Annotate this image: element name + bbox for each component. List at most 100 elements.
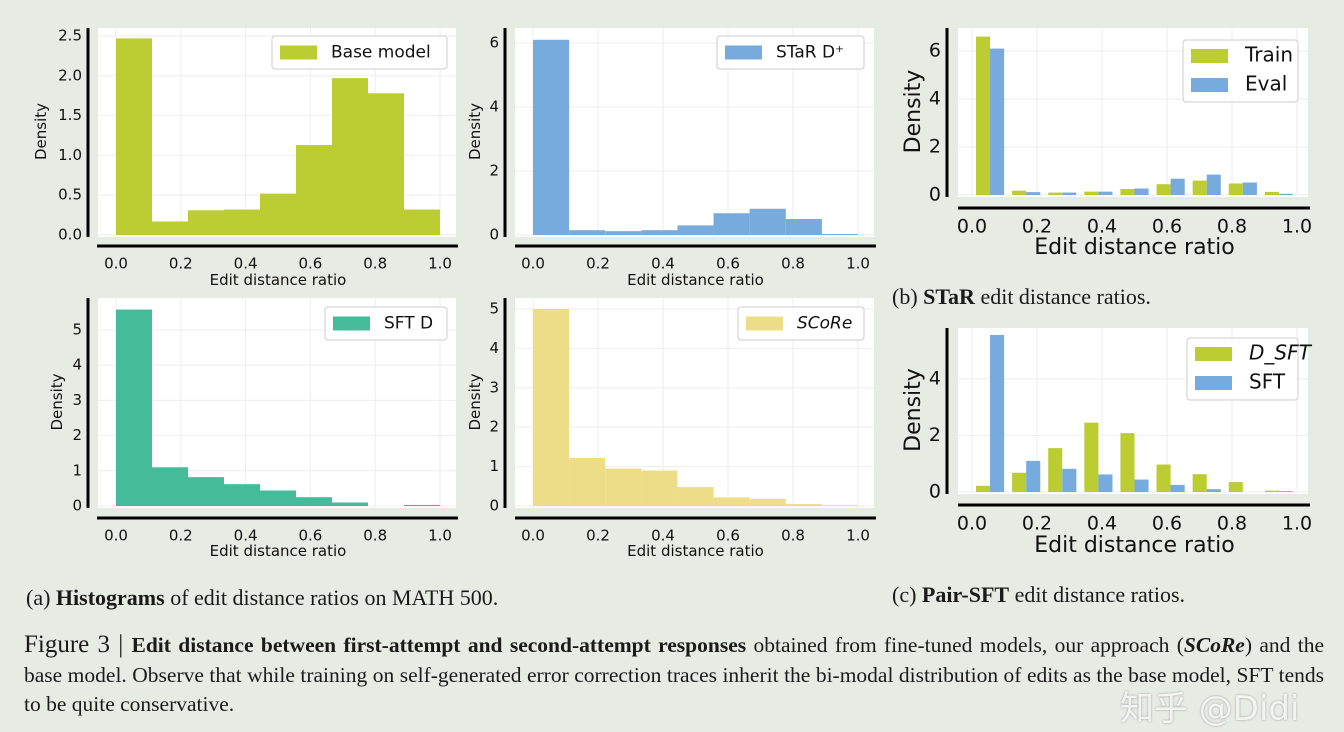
histogram-bar [1156, 184, 1171, 195]
x-tick-label: 0.2 [586, 527, 610, 545]
y-tick-label: 0 [929, 184, 941, 206]
histogram-bar [1264, 490, 1279, 492]
legend-swatch [280, 45, 317, 60]
histogram-bar [821, 505, 858, 506]
histogram-bar [569, 457, 606, 506]
y-tick-label: 2 [489, 162, 499, 180]
histogram-bar [1170, 484, 1185, 492]
y-tick-label: 0.0 [58, 226, 82, 244]
histogram-bar [677, 225, 714, 235]
subcaption-c-label: (c) [892, 582, 917, 607]
legend-label: Eval [1245, 72, 1287, 96]
histogram-bar [1134, 479, 1149, 492]
histogram-bar [188, 210, 224, 235]
histogram-bar [404, 209, 440, 235]
histogram-bar [1098, 474, 1113, 492]
x-tick-label: 1.0 [1282, 513, 1312, 535]
histogram-bar [296, 145, 332, 235]
legend-label: D_SFT [1249, 341, 1313, 365]
histogram-bar [785, 219, 822, 235]
legend: Train Eval [1182, 39, 1299, 103]
x-tick-label: 0.6 [1152, 216, 1182, 238]
x-tick-label: 0.8 [363, 527, 387, 545]
histogram-bar [116, 309, 152, 506]
histogram-bar [569, 230, 606, 235]
histogram-bar [296, 497, 332, 506]
histogram-bar [1156, 464, 1171, 492]
y-tick-label: 1 [72, 461, 82, 479]
y-tick-label: 4 [72, 356, 82, 374]
x-tick-label: 0.4 [1087, 513, 1117, 535]
histogram-bar [749, 208, 786, 235]
histogram-bar [1264, 191, 1279, 195]
y-tick-label: 4 [929, 88, 941, 110]
histogram-bar [1062, 192, 1077, 195]
subcaption-b: (b) STaR edit distance ratios. [892, 284, 1151, 310]
legend-label: Base model [331, 43, 431, 63]
histogram-bar [1192, 474, 1207, 492]
histogram-bar [1048, 192, 1063, 195]
legend: D_SFT SFT [1186, 337, 1313, 401]
x-tick-label: 1.0 [846, 255, 870, 273]
subcaption-a-label: (a) [26, 585, 51, 610]
chart-a4: 0.0 0.2 0.4 0.6 0.8 1.0 0 1 2 3 4 5 Edit distance ra… [466, 298, 876, 560]
histogram-bar [533, 309, 570, 506]
x-tick-label: 0.4 [1087, 216, 1117, 238]
y-axis-label: Density [901, 70, 926, 154]
histogram-bar [605, 468, 642, 506]
x-axis-label: Edit distance ratio [627, 271, 764, 289]
y-axis-label: Density [901, 368, 926, 452]
histogram-bar [1098, 191, 1113, 195]
histogram-bar [713, 497, 750, 506]
legend-swatch [1195, 376, 1232, 390]
x-tick-label: 0.2 [169, 255, 193, 273]
subcaption-c-text: edit distance ratios. [1009, 582, 1186, 607]
x-tick-label: 0.2 [169, 527, 193, 545]
subcaption-b-text: edit distance ratios. [974, 284, 1151, 309]
histogram-bar [990, 48, 1005, 195]
x-tick-label: 0.0 [521, 527, 545, 545]
x-tick-label: 0.6 [716, 527, 740, 545]
histogram-bar [1120, 433, 1135, 492]
figure-number: Figure 3 | [24, 631, 132, 658]
x-tick-label: 0.4 [651, 255, 675, 273]
histogram-bar [533, 39, 570, 235]
x-tick-label: 0.2 [586, 255, 610, 273]
histogram-bar [975, 36, 991, 195]
subcaption-c-bold: Pair-SFT [921, 582, 1010, 607]
x-axis-label: Edit distance ratio [210, 271, 347, 289]
histogram-bar [152, 467, 188, 506]
x-tick-label: 0.8 [781, 255, 805, 273]
y-tick-label: 4 [929, 367, 941, 389]
histogram-bar [1026, 192, 1041, 195]
x-tick-label: 0.0 [957, 216, 987, 238]
subcaption-b-label: (b) [892, 284, 918, 309]
histogram-bar [1228, 183, 1243, 195]
y-tick-label: 2 [72, 426, 82, 444]
legend-box [271, 35, 448, 70]
histogram-bar [224, 209, 260, 235]
x-tick-label: 1.0 [846, 527, 870, 545]
y-tick-label: 0 [489, 226, 499, 244]
x-tick-label: 0.8 [1217, 216, 1247, 238]
histogram-bar [260, 490, 296, 506]
y-tick-label: 6 [489, 34, 499, 52]
legend-box [737, 306, 865, 341]
legend-label: SFT D [384, 314, 433, 334]
y-tick-label: 1.0 [58, 146, 82, 164]
histogram-bar [1026, 460, 1041, 492]
legend-swatch [725, 45, 762, 60]
histogram-bar [1120, 189, 1135, 195]
histogram-bar [1206, 489, 1221, 492]
y-tick-label: 0 [929, 481, 941, 503]
histogram-bar [332, 78, 368, 235]
y-tick-label: 0.5 [58, 186, 82, 204]
histogram-bar [1048, 448, 1063, 492]
histogram-bar [224, 484, 260, 506]
chart-a3: 0.0 0.2 0.4 0.6 0.8 1.0 0 1 2 3 4 5 Edit distance ra… [48, 298, 458, 560]
histogram-bar [1170, 178, 1185, 195]
y-tick-label: 0 [72, 497, 82, 515]
y-tick-label: 2.0 [58, 66, 82, 84]
histogram-bar [1206, 174, 1221, 195]
y-tick-label: 5 [489, 300, 499, 318]
